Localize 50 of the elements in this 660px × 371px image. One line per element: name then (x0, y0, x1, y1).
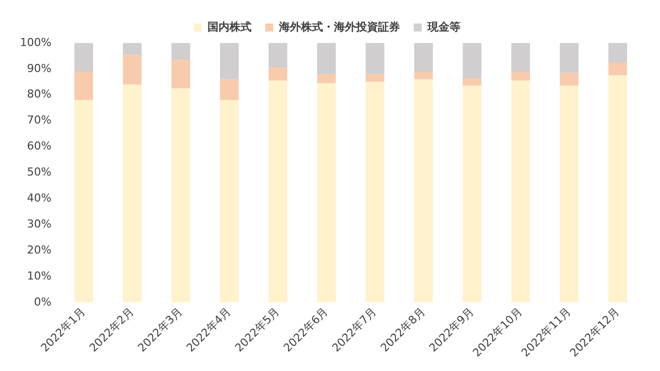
bar (268, 68, 288, 81)
y-tick-label: 80% (26, 88, 52, 101)
bar (220, 79, 239, 100)
bar (462, 78, 482, 86)
bar (268, 43, 288, 68)
bar (366, 43, 384, 74)
y-tick-label: 10% (26, 269, 52, 282)
bar (560, 43, 579, 73)
bar (317, 83, 336, 302)
bar (220, 100, 239, 302)
bar (74, 43, 94, 72)
legend-label: 現金等 (426, 20, 460, 34)
bar (171, 60, 190, 88)
bar (511, 80, 530, 302)
y-tick-label: 30% (26, 217, 52, 230)
bar (366, 82, 384, 302)
bar (560, 86, 579, 302)
bar (74, 72, 94, 100)
bar (74, 100, 94, 302)
y-tick-label: 40% (26, 192, 52, 205)
bar (268, 80, 288, 302)
y-tick-label: 90% (26, 62, 52, 75)
bar (608, 75, 628, 302)
bar (414, 72, 433, 80)
y-tick-label: 20% (26, 243, 52, 256)
bar (560, 72, 579, 86)
y-tick-label: 70% (26, 114, 52, 127)
y-tick-label: 0% (34, 295, 52, 308)
y-tick-label: 50% (26, 166, 52, 179)
bar (317, 74, 336, 84)
bar (414, 79, 433, 302)
bar (171, 43, 190, 60)
y-tick-label: 60% (26, 140, 52, 153)
bar (171, 88, 190, 302)
bar (414, 43, 433, 72)
bar (366, 74, 384, 82)
bar (511, 72, 530, 81)
y-tick-label: 100% (20, 36, 52, 49)
bar (122, 43, 142, 55)
bar (122, 84, 142, 302)
bar (608, 43, 628, 62)
bar (511, 43, 530, 72)
bar (220, 43, 239, 80)
bar (462, 43, 482, 78)
bar (608, 62, 628, 76)
legend-label: 海外株式・海外投資証券 (278, 20, 401, 34)
bar (462, 86, 482, 302)
legend-label: 国内株式 (207, 20, 252, 34)
bar (122, 54, 142, 85)
bar (317, 43, 336, 74)
